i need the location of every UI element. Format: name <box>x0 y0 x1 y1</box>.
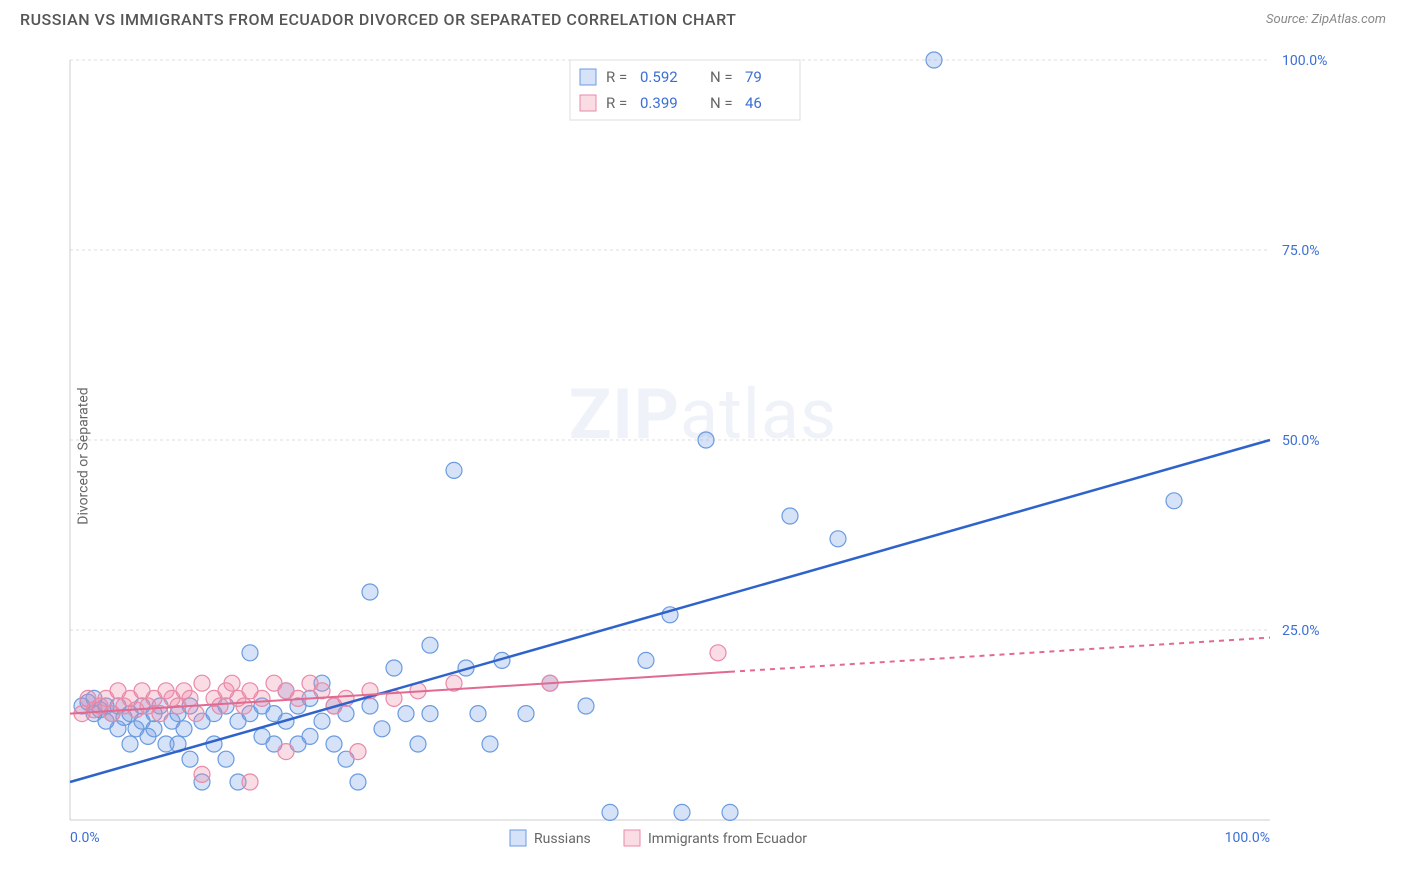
data-point <box>194 766 210 782</box>
legend-swatch <box>624 830 640 846</box>
data-point <box>194 675 210 691</box>
data-point <box>602 804 618 820</box>
source-label: Source: ZipAtlas.com <box>1266 12 1386 27</box>
legend-swatch <box>580 95 596 111</box>
data-point <box>722 804 738 820</box>
x-tick-label: 0.0% <box>70 830 100 846</box>
data-point <box>698 432 714 448</box>
data-point <box>278 744 294 760</box>
y-tick-label: 75.0% <box>1282 243 1320 259</box>
data-point <box>146 721 162 737</box>
data-point <box>350 744 366 760</box>
data-point <box>350 774 366 790</box>
data-point <box>674 804 690 820</box>
data-point <box>362 584 378 600</box>
data-point <box>122 736 138 752</box>
data-point <box>422 706 438 722</box>
data-point <box>446 462 462 478</box>
y-tick-label: 100.0% <box>1282 53 1327 69</box>
legend-r-value: 0.592 <box>640 68 678 86</box>
data-point <box>314 713 330 729</box>
data-point <box>182 690 198 706</box>
legend-series-label: Immigrants from Ecuador <box>648 831 807 847</box>
data-point <box>224 675 240 691</box>
y-tick-label: 50.0% <box>1282 433 1320 449</box>
data-point <box>926 52 942 68</box>
data-point <box>188 706 204 722</box>
legend-n-label: N = <box>710 68 733 86</box>
data-point <box>518 706 534 722</box>
legend-n-value: 46 <box>745 94 762 112</box>
data-point <box>302 728 318 744</box>
scatter-chart: 25.0% 50.0% 75.0% 100.0% 0.0% 100.0% R = 0.592 N… <box>20 50 1360 850</box>
data-point <box>578 698 594 714</box>
y-axis-label: Divorced or Separated <box>76 387 92 524</box>
x-tick-label: 100.0% <box>1225 830 1270 846</box>
data-point <box>830 531 846 547</box>
data-point <box>374 721 390 737</box>
data-point <box>422 637 438 653</box>
data-point <box>710 645 726 661</box>
legend-n-label: N = <box>710 94 733 112</box>
data-point <box>218 751 234 767</box>
data-point <box>386 660 402 676</box>
chart-title: RUSSIAN VS IMMIGRANTS FROM ECUADOR DIVOR… <box>20 10 736 29</box>
data-point <box>470 706 486 722</box>
data-point <box>410 736 426 752</box>
data-point <box>182 751 198 767</box>
y-tick-label: 25.0% <box>1282 623 1320 639</box>
data-point <box>242 645 258 661</box>
legend-n-value: 79 <box>745 68 762 86</box>
legend-r-label: R = <box>606 94 627 112</box>
data-point <box>254 690 270 706</box>
legend-r-label: R = <box>606 68 627 86</box>
legend-swatch <box>510 830 526 846</box>
trend-line <box>70 440 1270 782</box>
data-point <box>176 721 192 737</box>
data-point <box>326 736 342 752</box>
legend-r-value: 0.399 <box>640 94 678 112</box>
data-point <box>482 736 498 752</box>
data-point <box>638 652 654 668</box>
legend-series-label: Russians <box>534 831 591 847</box>
stats-legend <box>570 60 800 120</box>
data-point <box>212 698 228 714</box>
legend-swatch <box>580 69 596 85</box>
trend-line-extension <box>730 638 1270 672</box>
data-point <box>242 774 258 790</box>
data-point <box>782 508 798 524</box>
chart-container: Divorced or Separated ZIPatlas 25.0%50.0… <box>20 50 1386 862</box>
data-point <box>398 706 414 722</box>
data-point <box>362 698 378 714</box>
data-point <box>1166 493 1182 509</box>
data-point <box>236 698 252 714</box>
